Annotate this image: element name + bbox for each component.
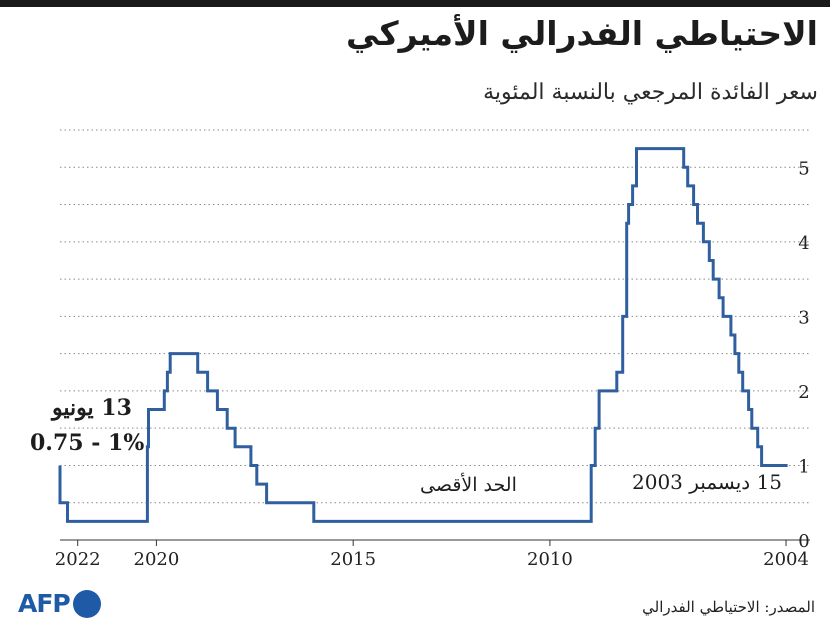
x-tick-label: 2010: [527, 549, 573, 570]
rate-series-line: [58, 147, 788, 523]
annotation-dec-date: 15 ديسمبر 2003: [632, 470, 783, 494]
afp-logo-dot: [72, 589, 101, 618]
afp-logo: AFP: [18, 589, 101, 618]
y-tick-label: 0: [798, 531, 809, 552]
chart-title: الاحتياطي الفدرالي الأميركي: [346, 14, 818, 53]
x-tick-label: 2015: [330, 549, 376, 570]
source-note: المصدر: الاحتياطي الفدرالي: [642, 598, 815, 616]
y-tick-label: 2: [798, 382, 809, 403]
y-tick-label: 4: [798, 233, 809, 254]
annotation-june-date: 13 يونيو: [52, 395, 132, 421]
x-tick-label: 2022: [55, 549, 101, 570]
annotation-june-rate: 0.75 - 1%: [30, 430, 145, 456]
x-tick-label: 2020: [134, 549, 180, 570]
y-tick-label: 5: [798, 158, 809, 179]
annotation-max-label: الحد الأقصى: [420, 474, 517, 496]
afp-logo-text: AFP: [18, 589, 71, 618]
y-tick-label: 3: [798, 307, 809, 328]
chart-subtitle: سعر الفائدة المرجعي بالنسبة المئوية: [483, 80, 818, 105]
top-bar: [0, 0, 830, 7]
y-tick-label: 1: [798, 456, 809, 477]
x-tick-label: 2004: [763, 549, 809, 570]
